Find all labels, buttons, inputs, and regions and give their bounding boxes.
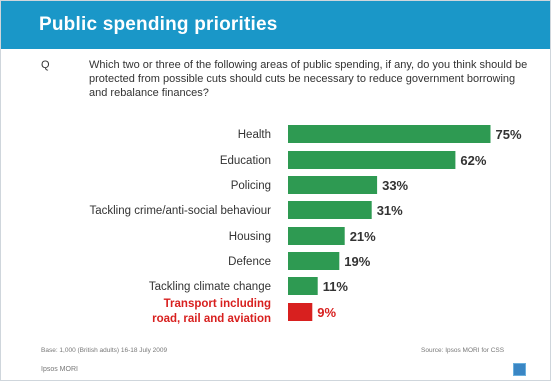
category-label-6: Tackling climate change bbox=[149, 281, 271, 293]
question-label: Q bbox=[41, 59, 50, 71]
footer-base-note: Base: 1,000 (British adults) 16-18 July … bbox=[41, 347, 168, 354]
bar-4 bbox=[288, 227, 345, 245]
question-text: Which two or three of the following area… bbox=[89, 59, 528, 99]
square-logo-icon bbox=[513, 363, 526, 376]
bar-1 bbox=[288, 151, 456, 169]
bar-3 bbox=[288, 201, 372, 219]
bar-6 bbox=[288, 277, 318, 295]
category-label-7-line-0: Transport including bbox=[164, 298, 271, 310]
page-title: Public spending priorities bbox=[39, 14, 278, 35]
category-label-2: Policing bbox=[231, 180, 271, 192]
value-label-2: 33% bbox=[382, 178, 408, 193]
value-label-3: 31% bbox=[377, 203, 403, 218]
category-label-1: Education bbox=[220, 155, 271, 167]
bar-2 bbox=[288, 176, 378, 194]
value-label-0: 75% bbox=[496, 127, 522, 142]
category-label-7-line-1: road, rail and aviation bbox=[152, 313, 271, 325]
bar-0 bbox=[288, 125, 491, 143]
category-label-0: Health bbox=[238, 129, 271, 141]
category-label-3: Tackling crime/anti-social behaviour bbox=[89, 205, 271, 217]
bar-7 bbox=[288, 303, 313, 321]
category-label-5: Defence bbox=[228, 256, 271, 268]
title-banner: Public spending priorities bbox=[1, 1, 550, 49]
value-label-4: 21% bbox=[350, 229, 376, 244]
value-label-6: 11% bbox=[323, 279, 349, 294]
category-label-4: Housing bbox=[229, 231, 271, 243]
footer-source: Source: Ipsos MORI for CSS bbox=[421, 347, 505, 354]
bar-5 bbox=[288, 252, 340, 270]
value-label-1: 62% bbox=[460, 153, 486, 168]
value-label-5: 19% bbox=[344, 254, 370, 269]
brand-label: Ipsos MORI bbox=[41, 366, 78, 373]
value-label-7: 9% bbox=[317, 305, 336, 320]
